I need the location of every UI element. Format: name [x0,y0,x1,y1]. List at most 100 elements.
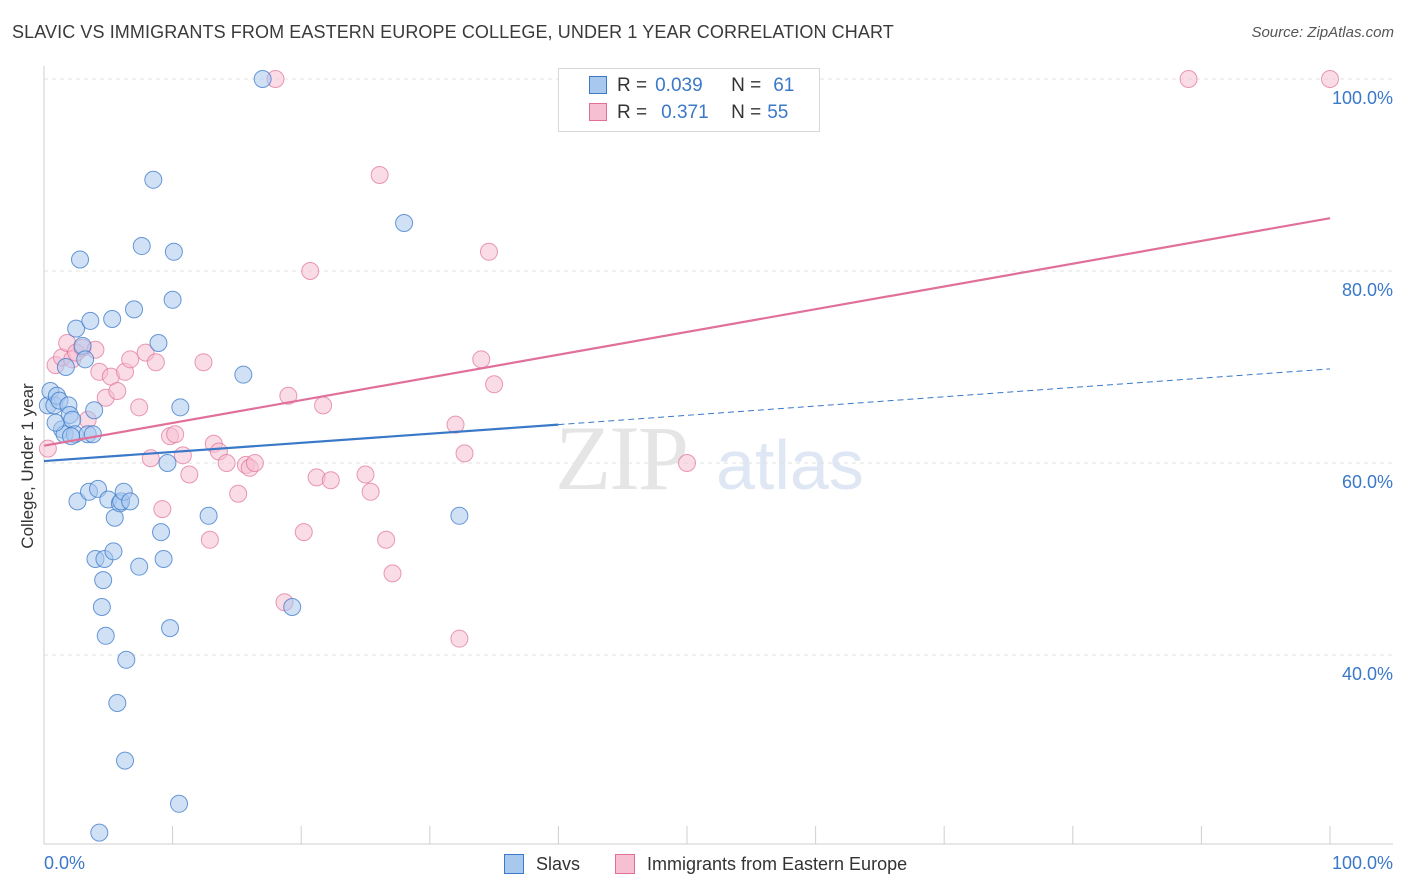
legend-row-immigrants: R = 0.371 N = 55 [589,100,789,126]
data-point-slavs [125,300,144,319]
data-point-slavs [253,70,272,88]
data-point-immigrants [321,471,340,490]
x-tick-label: 0.0% [44,853,85,873]
data-point-immigrants [153,500,172,519]
data-point-immigrants [1179,70,1198,88]
legend-swatch-slavs [589,76,607,94]
bottom-legend-slavs: Slavs [504,852,580,876]
data-point-slavs [199,506,218,525]
legend: R = 0.039 N = 61 R = 0.371 N = 55 [558,68,820,132]
trendline-slavs [43,423,559,463]
trendline-slavs-extrapolated [558,368,1331,426]
data-point-slavs [94,571,113,590]
chart-title: SLAVIC VS IMMIGRANTS FROM EASTERN EUROPE… [12,22,894,42]
bottom-legend-immigrants: Immigrants from Eastern Europe [615,852,907,876]
y-tick-label: 100.0% [1332,88,1393,108]
data-point-slavs [81,311,100,330]
data-point-immigrants [229,484,248,503]
data-point-slavs [117,650,136,669]
data-point-slavs [154,550,173,568]
data-point-slavs [104,542,123,561]
y-tick-label: 40.0% [1342,664,1393,684]
data-point-immigrants [217,454,236,472]
data-point-slavs [164,242,183,261]
legend-r-value-slavs: 0.039 [655,75,703,96]
data-point-slavs [234,365,253,384]
data-point-slavs [108,694,127,712]
watermark-zip: ZIP [555,407,689,509]
legend-n-label: N = [731,102,762,123]
x-tick-label: 100.0% [1332,853,1393,873]
watermark-atlas: atlas [716,426,864,504]
legend-r-value-immigrants: 0.371 [661,102,709,123]
data-point-immigrants [472,350,491,369]
y-tick-label: 80.0% [1342,280,1393,300]
legend-r-label: R = [617,102,648,123]
data-point-immigrants [200,530,219,549]
data-point-slavs [85,401,104,420]
data-point-immigrants [446,415,465,434]
data-point-slavs [161,619,180,638]
data-point-immigrants [279,386,298,405]
data-point-slavs [67,319,86,338]
bottom-legend-label-slavs: Slavs [536,853,581,874]
data-point-immigrants [146,353,165,372]
data-point-immigrants [108,382,127,400]
data-point-slavs [46,413,65,432]
data-point-immigrants [121,350,140,369]
data-point-immigrants [38,439,57,458]
data-point-immigrants [370,166,389,184]
data-point-immigrants [194,353,213,372]
data-point-slavs [71,250,90,269]
data-point-immigrants [294,523,313,542]
data-point-slavs [171,398,190,417]
data-point-immigrants [450,629,469,648]
legend-row-slavs: R = 0.039 N = 61 [589,73,795,99]
data-point-slavs [103,310,122,328]
data-point-immigrants [479,242,498,261]
data-point-slavs [158,454,177,472]
y-tick-label: 60.0% [1342,472,1393,492]
data-point-slavs [163,290,182,309]
data-point-immigrants [377,530,396,549]
legend-n-value-immigrants: 55 [767,102,789,123]
data-point-immigrants [356,465,375,484]
data-point-immigrants [180,465,199,484]
data-point-slavs [92,598,111,616]
data-point-slavs [76,350,95,369]
data-point-slavs [170,794,189,813]
data-point-slavs [152,523,171,542]
data-point-immigrants [455,444,474,463]
data-point-slavs [56,358,75,376]
data-point-immigrants [130,398,149,417]
data-point-slavs [144,170,163,189]
data-point-immigrants [485,375,504,394]
data-point-slavs [116,751,135,770]
data-point-immigrants [245,454,264,472]
data-point-immigrants [173,446,192,465]
trendline-immigrants [43,217,1331,447]
data-point-slavs [130,557,149,576]
data-point-immigrants [361,482,380,501]
data-point-immigrants [383,564,402,583]
data-point-slavs [121,492,140,511]
legend-n-label: N = [731,75,762,96]
legend-r-label: R = [617,75,648,96]
bottom-legend-swatch-slavs [504,854,524,874]
data-point-slavs [149,334,168,352]
legend-n-value-slavs: 61 [773,75,795,96]
data-point-slavs [450,506,469,525]
data-point-slavs [283,598,302,616]
data-point-slavs [83,425,102,444]
data-point-slavs [395,214,414,232]
legend-swatch-immigrants [589,103,607,121]
data-point-slavs [96,626,115,645]
data-point-immigrants [678,454,696,472]
data-point-slavs [90,823,109,842]
data-point-immigrants [301,262,320,280]
data-point-slavs [132,237,151,256]
data-point-immigrants [1321,70,1339,88]
bottom-legend-swatch-immigrants [615,854,635,874]
data-point-immigrants [314,396,333,415]
